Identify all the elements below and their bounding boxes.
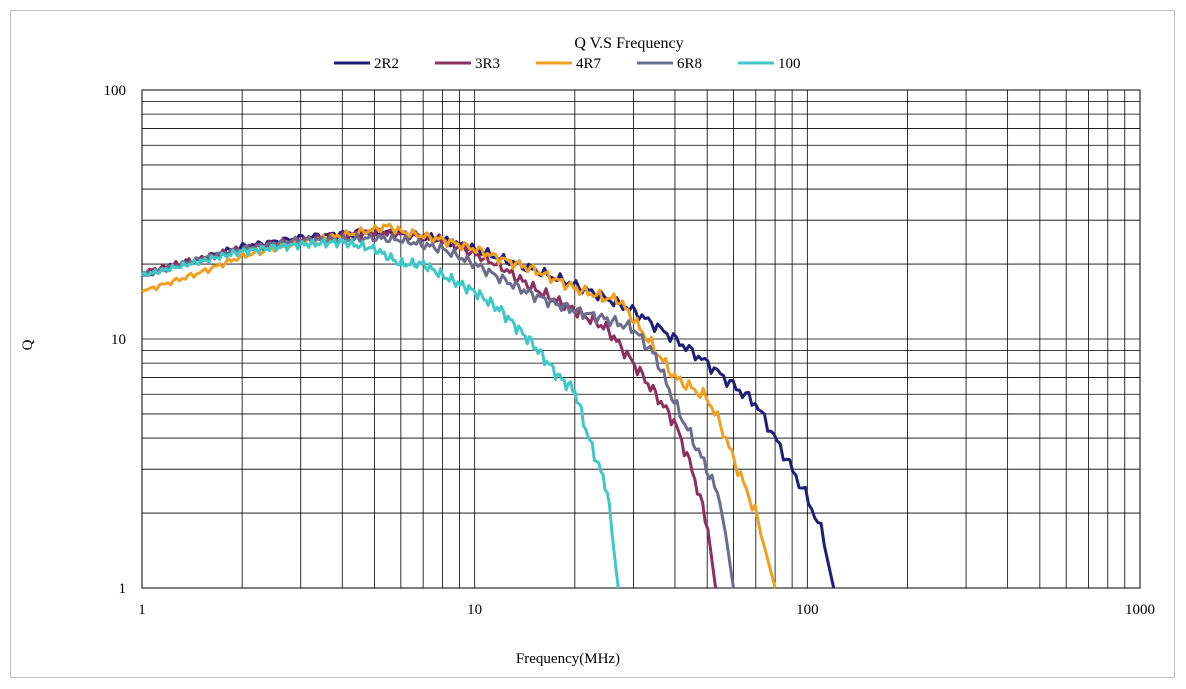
series-line-2R2: [141, 226, 836, 589]
series-line-4R7: [141, 222, 777, 589]
legend-label-6R8: 6R8: [677, 56, 702, 72]
y-tick-label: 10: [111, 332, 126, 348]
y-axis-label: Q: [20, 339, 36, 350]
chart-frame: [10, 10, 1175, 678]
y-tick-label: 100: [104, 83, 127, 99]
legend-label-3R3: 3R3: [475, 56, 500, 72]
x-tick-label: 1: [138, 602, 146, 618]
legend-label-2R2: 2R2: [374, 56, 399, 72]
series-line-6R8: [141, 232, 735, 589]
series-lines: [140, 222, 836, 589]
legend: 2R2 3R3 4R7 6R8 100: [334, 56, 801, 72]
x-tick-label: 100: [796, 602, 819, 618]
chart-title: Q V.S Frequency: [574, 35, 683, 52]
x-axis-label: Frequency(MHz): [516, 651, 620, 667]
y-tick-label: 1: [119, 581, 127, 597]
grid-lines: [141, 89, 1141, 589]
series-line-100: [140, 237, 620, 589]
x-tick-label: 1000: [1125, 602, 1155, 618]
x-tick-label: 10: [467, 602, 482, 618]
legend-label-4R7: 4R7: [576, 56, 602, 72]
series-line-3R3: [141, 227, 718, 589]
tick-labels: 1 10 100 1000 1 10 100: [104, 83, 1156, 618]
legend-label-100: 100: [778, 56, 801, 72]
